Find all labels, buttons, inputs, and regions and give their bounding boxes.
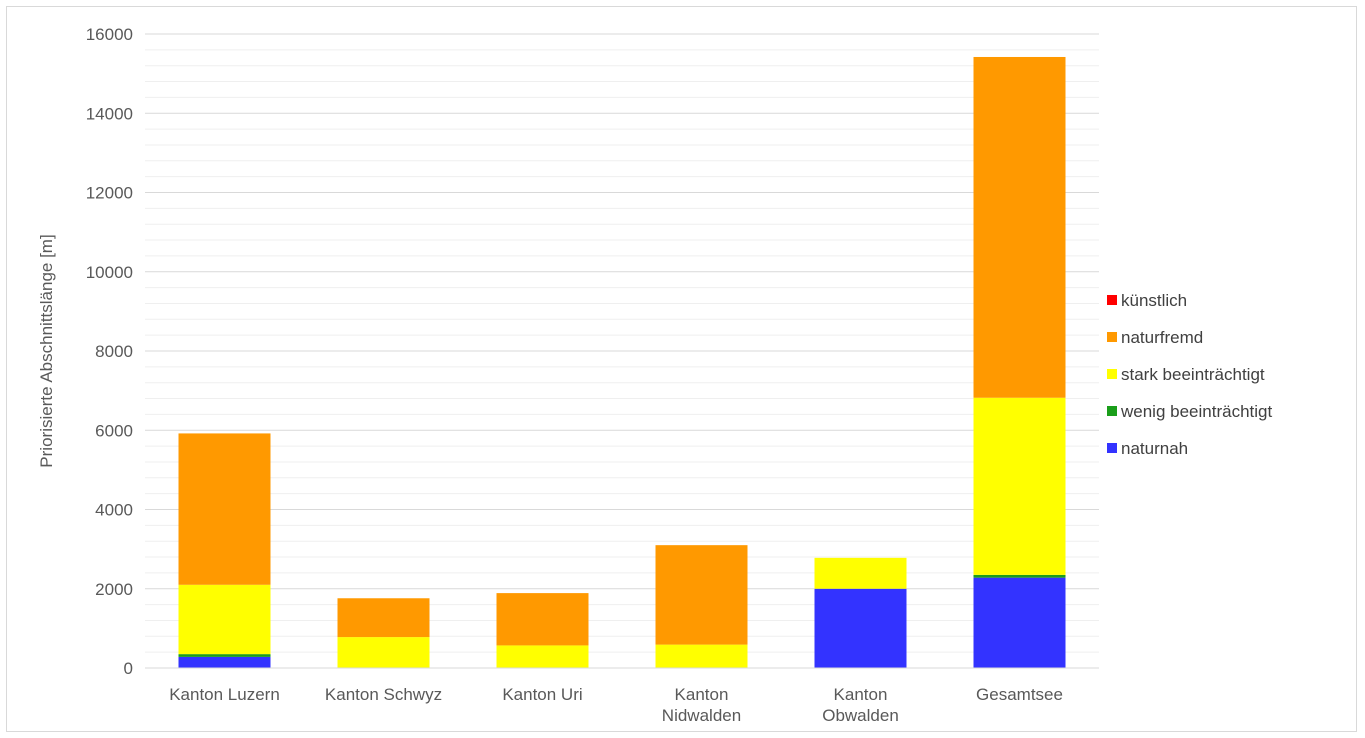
legend-item: naturnah xyxy=(1107,439,1188,458)
x-axis-categories: Kanton Luzern Kanton Schwyz Kanton Uri Kant… xyxy=(169,685,1063,725)
y-tick-label: 12000 xyxy=(86,184,133,203)
x-category-label: Kanton Uri xyxy=(502,685,582,704)
bar-segment-stark-beeinträchtigt xyxy=(973,397,1066,575)
bar-segment-naturnah xyxy=(814,588,907,668)
x-category-label: Kanton Schwyz xyxy=(325,685,442,704)
bar-segment-wenig-beeinträchtigt xyxy=(973,574,1066,578)
legend-label: naturfremd xyxy=(1121,328,1203,347)
legend: künstlich naturfremd stark beeinträchtigt w… xyxy=(1107,291,1272,458)
bar-segment-naturfremd xyxy=(973,56,1066,398)
y-tick-label: 6000 xyxy=(95,421,133,440)
legend-item: künstlich xyxy=(1107,291,1187,310)
y-axis-label: Priorisierte Abschnittslänge [m] xyxy=(37,234,56,467)
legend-swatch xyxy=(1107,295,1117,305)
bars xyxy=(178,56,1066,668)
y-tick-label: 8000 xyxy=(95,342,133,361)
legend-item: naturfremd xyxy=(1107,328,1203,347)
y-axis-ticks: 0 2000 4000 6000 8000 10000 12000 14000 16000 xyxy=(86,25,133,678)
bar-segment-naturnah xyxy=(178,656,271,668)
legend-label: stark beeinträchtigt xyxy=(1121,365,1265,384)
bar-segment-naturfremd xyxy=(178,433,271,585)
x-category-label: Kanton Nidwalden xyxy=(662,685,741,725)
bar-segment-naturfremd xyxy=(337,598,430,638)
bar-segment-naturfremd xyxy=(655,545,748,645)
y-tick-label: 2000 xyxy=(95,580,133,599)
legend-item: wenig beeinträchtigt xyxy=(1107,402,1272,421)
legend-swatch xyxy=(1107,332,1117,342)
x-category-label: Gesamtsee xyxy=(976,685,1063,704)
bar-segment-stark-beeinträchtigt xyxy=(814,557,907,589)
legend-swatch xyxy=(1107,369,1117,379)
y-tick-label: 4000 xyxy=(95,501,133,520)
x-category-label: Kanton Luzern xyxy=(169,685,280,704)
y-tick-label: 16000 xyxy=(86,25,133,44)
bar-segment-stark-beeinträchtigt xyxy=(337,637,430,668)
legend-swatch xyxy=(1107,406,1117,416)
bar-segment-stark-beeinträchtigt xyxy=(178,584,271,655)
bar-segment-naturfremd xyxy=(496,593,589,646)
bar-segment-stark-beeinträchtigt xyxy=(496,645,589,668)
legend-label: künstlich xyxy=(1121,291,1187,310)
y-tick-label: 10000 xyxy=(86,263,133,282)
bar-segment-naturnah xyxy=(973,577,1066,668)
legend-item: stark beeinträchtigt xyxy=(1107,365,1265,384)
x-category-label: Kanton Obwalden xyxy=(822,685,899,725)
chart-frame: 0 2000 4000 6000 8000 10000 12000 14000 16000 Ka… xyxy=(6,6,1357,732)
bar-segment-stark-beeinträchtigt xyxy=(655,644,748,668)
y-tick-label: 14000 xyxy=(86,104,133,123)
legend-swatch xyxy=(1107,443,1117,453)
stacked-bar-chart: 0 2000 4000 6000 8000 10000 12000 14000 16000 Ka… xyxy=(37,25,1272,725)
bar-segment-wenig-beeinträchtigt xyxy=(178,654,271,657)
y-tick-label: 0 xyxy=(124,659,133,678)
legend-label: wenig beeinträchtigt xyxy=(1120,402,1272,421)
legend-label: naturnah xyxy=(1121,439,1188,458)
gridlines xyxy=(145,33,1099,653)
